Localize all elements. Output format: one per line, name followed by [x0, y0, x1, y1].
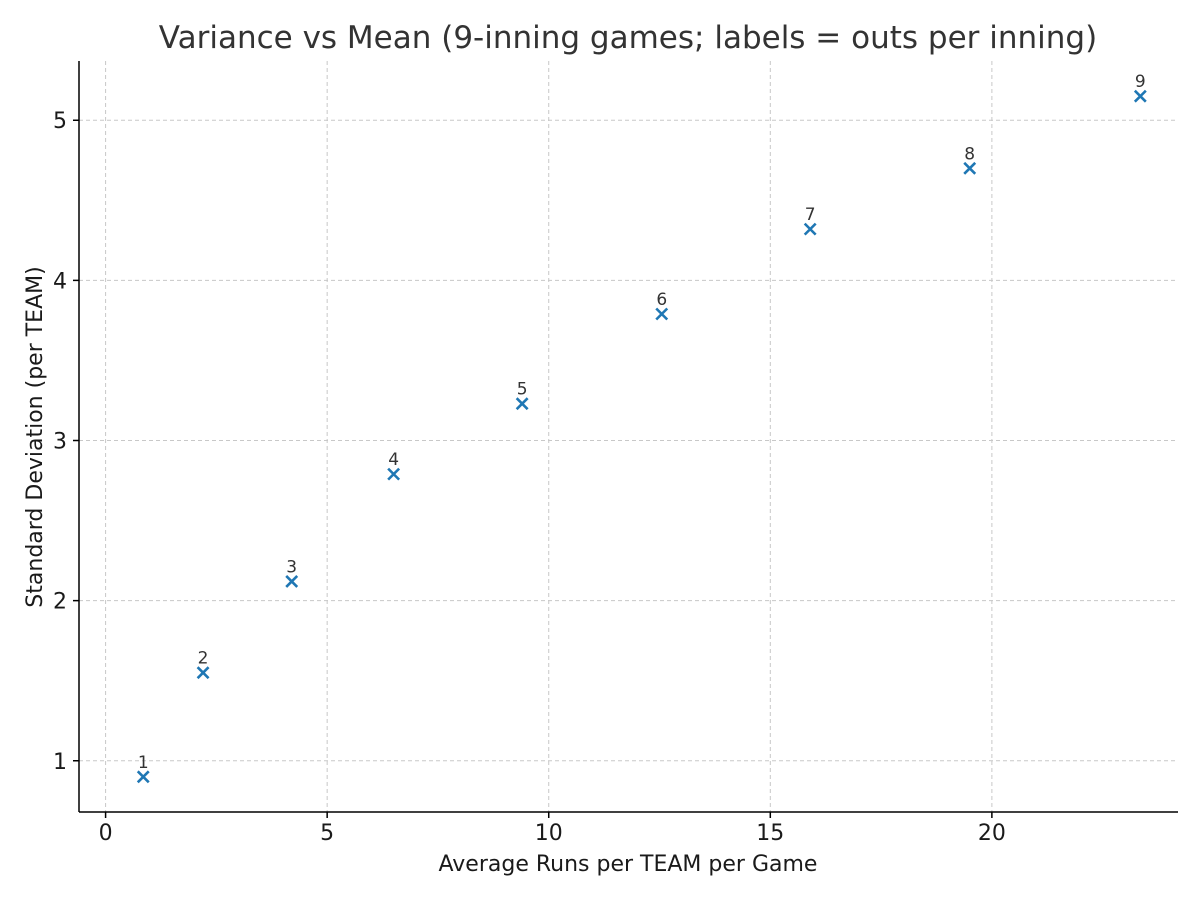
chart-title: Variance vs Mean (9-inning games; labels…	[159, 20, 1097, 56]
x-tick-label: 5	[320, 821, 334, 846]
point-label: 9	[1135, 72, 1146, 92]
x-marker	[655, 307, 669, 321]
data-point-7: 7	[803, 205, 817, 236]
data-point-6: 6	[655, 290, 669, 321]
y-tick-label: 2	[53, 590, 67, 615]
x-marker	[515, 397, 529, 411]
point-label: 5	[517, 380, 528, 400]
x-marker	[803, 222, 817, 236]
x-marker	[963, 161, 977, 175]
x-axis-label: Average Runs per TEAM per Game	[439, 852, 818, 877]
point-label: 6	[656, 290, 667, 310]
data-points: 1 2 3 4 5 6 7 8 9	[136, 72, 1147, 784]
y-tick-label: 5	[53, 109, 67, 134]
axes	[78, 61, 1178, 813]
x-marker	[285, 574, 299, 588]
x-marker	[136, 770, 150, 784]
point-label: 1	[138, 753, 149, 773]
data-point-8: 8	[963, 144, 977, 175]
x-tick-label: 10	[535, 821, 563, 846]
data-point-2: 2	[196, 649, 210, 680]
point-label: 2	[198, 649, 209, 669]
data-point-4: 4	[387, 450, 401, 481]
x-marker	[387, 467, 401, 481]
data-point-5: 5	[515, 380, 529, 411]
y-axis-label: Standard Deviation (per TEAM)	[23, 266, 48, 607]
point-label: 4	[388, 450, 399, 470]
y-tick-label: 3	[53, 430, 67, 455]
grid	[79, 61, 1178, 812]
y-tick-label: 1	[53, 750, 67, 775]
data-point-3: 3	[285, 557, 299, 588]
x-tick-label: 20	[978, 821, 1006, 846]
x-tick-label: 15	[756, 821, 784, 846]
point-label: 3	[286, 557, 297, 577]
y-tick-label: 4	[53, 269, 67, 294]
x-marker	[196, 666, 210, 680]
x-tick-label: 0	[99, 821, 113, 846]
point-label: 7	[805, 205, 816, 225]
data-point-1: 1	[136, 753, 150, 784]
data-point-9: 9	[1133, 72, 1147, 103]
point-label: 8	[964, 144, 975, 164]
x-marker	[1133, 89, 1147, 103]
